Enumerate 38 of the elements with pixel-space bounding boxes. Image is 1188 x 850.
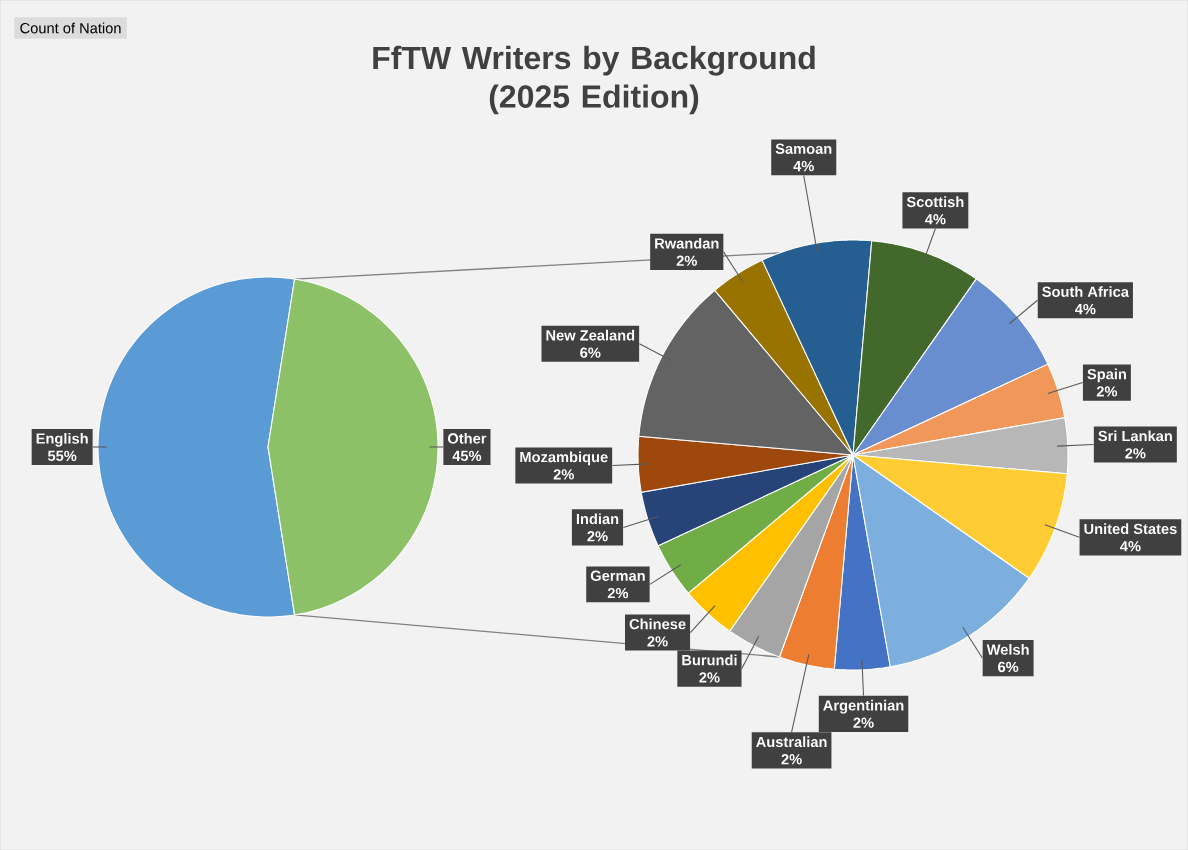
data-label: 2%: [1096, 386, 1118, 397]
slice-label: Welsh: [986, 644, 1029, 655]
data-label: 4%: [1120, 541, 1141, 552]
data-label: 2%: [553, 469, 574, 480]
slice-label: Spain: [1087, 368, 1126, 383]
data-label: 2%: [781, 754, 802, 765]
slice-label: South Africa: [1042, 286, 1130, 297]
slice-label: Rwandan: [655, 237, 719, 249]
data-label: 2%: [587, 531, 608, 542]
slice-label: Australian: [756, 736, 827, 748]
data-label: 4%: [793, 160, 814, 172]
data-label: 6%: [580, 347, 601, 358]
slice-label: Mozambique: [520, 451, 608, 466]
slice-label: English: [36, 432, 88, 447]
slice-label: Other: [447, 432, 487, 444]
data-label: 2%: [1125, 448, 1146, 459]
slice-label: New Zealand: [546, 329, 635, 341]
slice-label: Burundi: [682, 654, 737, 666]
slice-label: Sri Lankan: [1098, 430, 1172, 442]
slice-label: Chinese: [629, 618, 686, 630]
text: FfTW Writers by Background (2025 Edition): [373, 45, 815, 115]
slice-label: Argentinian: [823, 699, 904, 714]
data-label: 2%: [853, 717, 874, 728]
slice-label: German: [590, 570, 645, 581]
slice-label: United States: [1084, 523, 1177, 535]
data-label: 2%: [699, 672, 720, 683]
slice-label: Samoan: [775, 143, 832, 154]
data-label: 55%: [47, 450, 77, 462]
text: Count of Nation: [20, 22, 121, 34]
slice-label: Indian: [576, 513, 619, 525]
data-label: 4%: [925, 214, 946, 225]
data-label: 6%: [998, 661, 1019, 673]
data-label: 2%: [607, 587, 629, 599]
slice-label: Scottish: [906, 196, 964, 208]
data-label: 45%: [452, 450, 482, 462]
data-label: 4%: [1074, 303, 1096, 315]
data-label: 2%: [647, 636, 668, 647]
data-label: 2%: [676, 255, 697, 266]
